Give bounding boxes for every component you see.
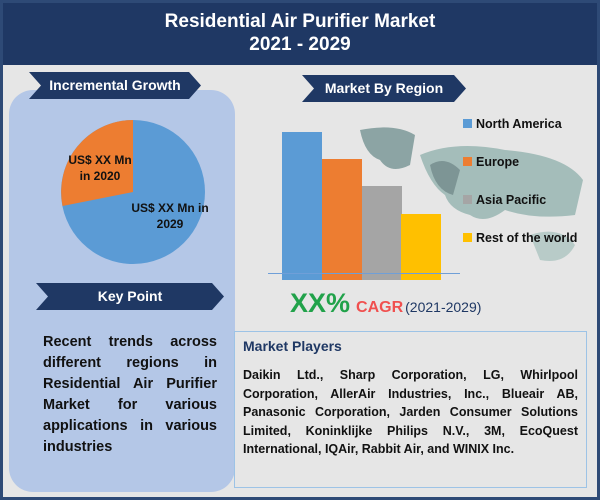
legend-item-europe: Europe [463, 155, 519, 169]
cagr-label: CAGR [356, 299, 404, 316]
bar-europe [322, 159, 362, 280]
pie-slice-2020 [61, 120, 133, 206]
cagr-statement: XX% CAGR (2021-2029) [290, 288, 481, 319]
legend-item-rest-of-world: Rest of the world [463, 231, 577, 245]
legend-swatch [463, 233, 472, 242]
market-players-list: Daikin Ltd., Sharp Corporation, LG, Whir… [243, 368, 578, 456]
legend-swatch [463, 195, 472, 204]
incremental-growth-heading: Incremental Growth [29, 72, 201, 99]
key-point-heading: Key Point [36, 283, 224, 310]
title-line-2: 2021 - 2029 [249, 34, 351, 55]
market-players-box: Market Players Daikin Ltd., Sharp Corpor… [234, 331, 587, 488]
market-players-heading: Market Players [243, 338, 342, 354]
legend-item-north-america: North America [463, 117, 562, 131]
page-title: Residential Air Purifier Market 2021 - 2… [3, 3, 597, 65]
market-by-region-bar-chart [268, 112, 488, 280]
cagr-years: (2021-2029) [405, 299, 482, 315]
market-by-region-heading: Market By Region [302, 75, 466, 102]
chart-x-axis [268, 273, 460, 274]
world-map-icon [360, 127, 583, 261]
key-point-text: Recent trends across different regions i… [43, 334, 217, 455]
bar-north-america [282, 132, 322, 280]
legend-swatch [463, 119, 472, 128]
cagr-value: XX% [290, 288, 351, 318]
title-line-1: Residential Air Purifier Market [164, 11, 436, 32]
pie-label-2029: US$ XX Mn in 2029 [131, 201, 209, 231]
bar-rest-of-world [401, 214, 441, 280]
pie-label-2020: US$ XX Mn in 2020 [68, 153, 132, 183]
bar-asia-pacific [362, 186, 402, 280]
legend-item-asia-pacific: Asia Pacific [463, 193, 546, 207]
legend-swatch [463, 157, 472, 166]
incremental-growth-pie-chart [61, 120, 205, 264]
